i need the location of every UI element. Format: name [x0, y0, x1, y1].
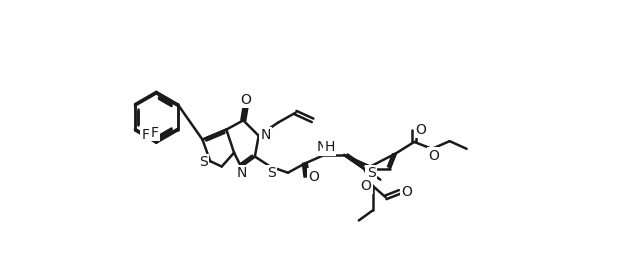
- Text: F: F: [151, 126, 159, 140]
- Text: O: O: [360, 179, 371, 193]
- Text: O: O: [240, 92, 251, 107]
- Text: H: H: [324, 140, 335, 154]
- Text: O: O: [308, 170, 319, 184]
- Text: S: S: [267, 166, 275, 180]
- Text: N: N: [317, 140, 327, 154]
- Text: N: N: [260, 128, 271, 142]
- Text: O: O: [415, 123, 426, 136]
- Text: F: F: [141, 128, 150, 142]
- Text: O: O: [401, 185, 412, 199]
- Text: N: N: [237, 166, 247, 180]
- Text: S: S: [367, 166, 376, 180]
- Text: O: O: [428, 149, 439, 163]
- Text: S: S: [199, 155, 207, 169]
